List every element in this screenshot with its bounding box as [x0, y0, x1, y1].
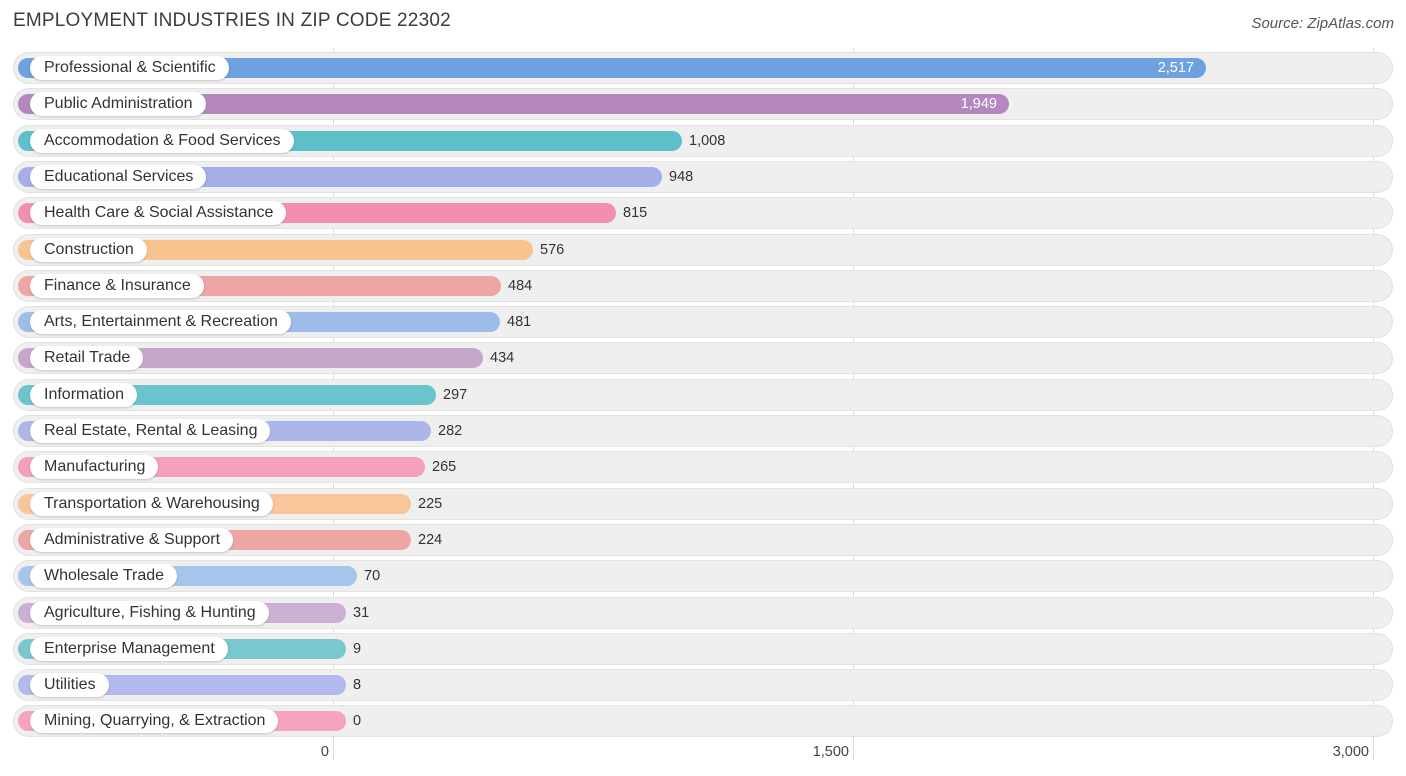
value-label: 265 [432, 459, 457, 475]
category-label: Educational Services [30, 165, 207, 189]
category-label: Real Estate, Rental & Leasing [30, 419, 271, 443]
category-label: Public Administration [30, 92, 206, 116]
x-tick-label: 1,500 [812, 744, 849, 760]
value-label: 1,008 [689, 133, 726, 149]
category-label: Administrative & Support [30, 528, 234, 552]
value-label: 225 [418, 496, 443, 512]
chart-source: Source: ZipAtlas.com [1251, 15, 1394, 32]
category-label: Information [30, 383, 138, 407]
value-label: 224 [418, 532, 443, 548]
value-label: 434 [490, 350, 515, 366]
value-label: 9 [353, 641, 362, 657]
category-label: Utilities [30, 673, 109, 697]
category-label: Arts, Entertainment & Recreation [30, 310, 291, 334]
value-label: 481 [507, 314, 532, 330]
value-label: 948 [669, 169, 694, 185]
category-label: Professional & Scientific [30, 56, 229, 80]
bar[interactable] [18, 94, 1009, 114]
chart-title: EMPLOYMENT INDUSTRIES IN ZIP CODE 22302 [13, 10, 451, 31]
value-label: 815 [623, 205, 648, 221]
value-label: 31 [353, 605, 370, 621]
category-label: Wholesale Trade [30, 564, 178, 588]
category-label: Retail Trade [30, 346, 144, 370]
value-label: 2,517 [1157, 60, 1194, 76]
value-label: 1,949 [960, 96, 997, 112]
value-label: 576 [540, 242, 565, 258]
value-label: 282 [438, 423, 463, 439]
category-label: Construction [30, 238, 147, 262]
category-label: Accommodation & Food Services [30, 129, 294, 153]
x-tick-label: 0 [320, 744, 329, 760]
value-label: 484 [508, 278, 533, 294]
value-label: 297 [443, 387, 468, 403]
value-label: 70 [364, 568, 381, 584]
category-label: Manufacturing [30, 455, 159, 479]
category-label: Finance & Insurance [30, 274, 204, 298]
category-label: Enterprise Management [30, 637, 228, 661]
category-label: Mining, Quarrying, & Extraction [30, 709, 279, 733]
x-tick-label: 3,000 [1332, 744, 1369, 760]
category-label: Health Care & Social Assistance [30, 201, 287, 225]
bar[interactable] [18, 58, 1206, 78]
category-label: Transportation & Warehousing [30, 492, 273, 516]
category-label: Agriculture, Fishing & Hunting [30, 601, 269, 625]
value-label: 8 [353, 677, 362, 693]
bar[interactable] [18, 240, 533, 260]
value-label: 0 [353, 713, 362, 729]
